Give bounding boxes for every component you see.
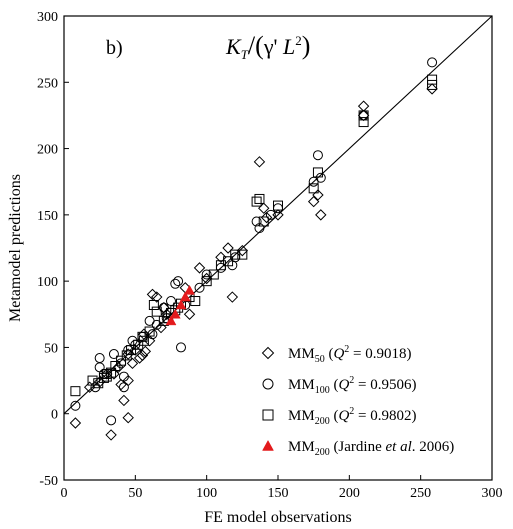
circle-point <box>274 204 283 213</box>
diamond-point <box>223 243 233 253</box>
chart-formula: KT/(γ' L2) <box>225 31 310 62</box>
formula-text: KT/(γ' L2) <box>225 31 310 62</box>
y-tick-label: 100 <box>37 275 58 290</box>
circle-point <box>95 354 104 363</box>
legend-entry: MM100 (Q2 = 0.9506) <box>288 375 417 396</box>
y-tick-label: 250 <box>37 76 58 91</box>
panel-label: b) <box>106 37 123 59</box>
y-tick-label: 200 <box>37 143 58 158</box>
x-tick-label: 100 <box>196 486 217 501</box>
square-point <box>71 387 80 396</box>
circle-point <box>313 151 322 160</box>
square-point <box>313 168 322 177</box>
y-axis-label: Metamodel predictions <box>7 174 24 322</box>
y-tick-label: -50 <box>39 474 58 489</box>
y-tick-label: 0 <box>51 408 58 423</box>
square-point <box>252 197 261 206</box>
diamond-point <box>227 292 237 302</box>
diamond-point <box>123 413 133 423</box>
legend-square-marker <box>263 410 273 420</box>
x-tick-label: 0 <box>61 486 68 501</box>
legend-entry: MM200 (Q2 = 0.9802) <box>288 406 417 427</box>
x-axis-label: FE model observations <box>204 509 352 526</box>
square-point <box>255 194 264 203</box>
circle-point <box>171 279 180 288</box>
legend-entry: MM200 (Jardine et al. 2006) <box>288 439 454 458</box>
circle-point <box>95 363 104 372</box>
circle-point <box>109 350 118 359</box>
circle-point <box>202 270 211 279</box>
diamond-point <box>254 157 264 167</box>
diamond-point <box>427 84 437 94</box>
diamond-point <box>309 197 319 207</box>
legend-diamond-marker <box>263 348 274 359</box>
x-tick-label: 50 <box>128 486 142 501</box>
square-point <box>428 80 437 89</box>
diamond-point <box>119 395 129 405</box>
y-tick-label: 150 <box>37 209 58 224</box>
diamond-point <box>70 418 80 428</box>
circle-point <box>107 416 116 425</box>
legend-circle-marker <box>263 379 273 389</box>
circle-point <box>159 303 168 312</box>
x-tick-label: 200 <box>339 486 360 501</box>
legend-entry: MM50 (Q2 = 0.9018) <box>288 344 412 365</box>
circle-point <box>359 111 368 120</box>
y-tick-label: 50 <box>44 341 58 356</box>
diamond-point <box>359 101 369 111</box>
x-tick-label: 150 <box>268 486 289 501</box>
square-point <box>191 297 200 306</box>
circle-point <box>174 277 183 286</box>
circle-point <box>167 297 176 306</box>
diamond-point <box>106 430 116 440</box>
legend: MM50 (Q2 = 0.9018) MM100 (Q2 = 0.9506) MM2… <box>263 344 455 458</box>
x-tick-label: 250 <box>410 486 431 501</box>
y-tick-label: 300 <box>37 10 58 25</box>
legend-triangle-marker <box>263 441 274 451</box>
circle-point <box>176 343 185 352</box>
square-point <box>428 75 437 84</box>
diamond-point <box>185 309 195 319</box>
triangle-point <box>185 285 195 294</box>
diamond-point <box>316 210 326 220</box>
x-tick-label: 300 <box>482 486 503 501</box>
circle-point <box>428 58 437 67</box>
